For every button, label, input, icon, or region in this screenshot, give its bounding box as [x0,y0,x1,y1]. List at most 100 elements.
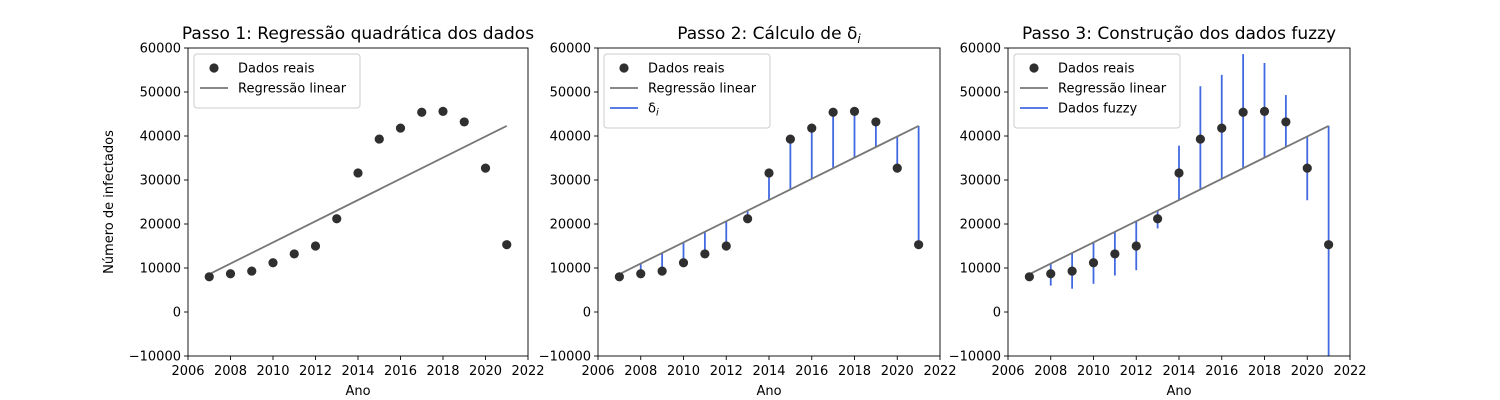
x-tick-label: 2020 [469,364,502,379]
x-tick-label: 2010 [667,364,700,379]
legend-label: Regressão linear [1058,82,1167,97]
data-point [657,266,667,276]
x-tick-label: 2016 [795,364,828,379]
plot-area [1024,54,1334,356]
y-tick-label: 40000 [550,130,591,145]
regression-line [618,125,920,275]
data-point [204,272,214,282]
x-tick-label: 2012 [299,364,332,379]
x-tick-label: 2022 [1333,364,1366,379]
data-point [225,269,236,279]
data-point [614,272,624,282]
data-point [1302,163,1312,173]
legend-label-text: Dados reais [238,62,315,77]
y-tick-label: 0 [993,306,1001,321]
data-point [502,240,512,250]
legend-box [1013,53,1181,129]
x-tick-label: 2012 [710,364,743,379]
legend-label: Dados fuzzy [1058,102,1138,117]
data-point [480,163,491,173]
y-tick-label: 10000 [140,262,181,277]
y-tick-label: 40000 [140,130,181,145]
data-point [1259,106,1270,116]
chart-title-subscript: i [857,32,861,46]
legend: Dados reais Regressão linear Dados fuzzy [1013,53,1181,129]
data-point [1281,117,1291,127]
y-tick-label: 30000 [960,174,1001,189]
data-point [438,106,448,116]
regression-line [1028,125,1330,275]
x-axis-title: Ano [345,384,370,399]
y-tick-label: 10000 [960,262,1001,277]
chart-title: Passo 1: Regressão quadrática dos dados [182,24,534,44]
x-tick-label: 2006 [171,364,204,379]
data-point [1238,107,1248,117]
data-point [1174,168,1184,178]
x-tick-label: 2014 [752,364,785,379]
y-tick-label: 60000 [140,42,181,57]
y-tick-label: 60000 [550,42,591,57]
y-tick-label: 20000 [960,218,1001,233]
x-axis-title: Ano [756,384,781,399]
data-point [1024,272,1034,282]
data-point [828,107,838,117]
x-tick-label: 2014 [341,364,374,379]
x-tick-label: 2018 [426,364,459,379]
y-tick-label: 40000 [960,130,1001,145]
legend: Dados reais Regressão linear δi [603,53,771,129]
data-point [914,240,924,250]
y-tick-label: −10000 [129,350,181,365]
chart-title-text: Passo 2: Cálculo de δ [677,24,857,44]
legend-label: Regressão linear [238,82,347,97]
x-tick-label: 2014 [1162,364,1195,379]
x-tick-label: 2020 [1291,364,1324,379]
data-point [1067,266,1077,276]
legend-label-text: Regressão linear [238,82,347,97]
x-axis-title: Ano [1166,384,1191,399]
data-point [353,168,363,178]
x-tick-label: 2010 [256,364,289,379]
data-point [1131,241,1141,251]
y-tick-label: 60000 [960,42,1001,57]
data-point [700,249,710,259]
x-tick-label: 2016 [1205,364,1238,379]
y-tick-label: 0 [583,306,591,321]
data-point [459,117,469,127]
chart-title-text: Passo 1: Regressão quadrática dos dados [182,24,534,44]
data-point [247,266,257,276]
data-point [1088,258,1099,268]
legend-label: δi [648,102,659,119]
y-tick-label: 50000 [550,86,591,101]
data-point [417,107,427,117]
legend-label-text: δ [648,102,656,117]
data-point [743,214,753,224]
x-tick-label: 2006 [991,364,1024,379]
data-point [374,134,384,144]
x-tick-label: 2008 [1034,364,1067,379]
data-point [849,106,860,116]
data-point [892,163,902,173]
y-tick-label: −10000 [949,350,1001,365]
x-tick-label: 2022 [923,364,956,379]
legend-label: Dados reais [648,62,725,77]
x-tick-label: 2010 [1077,364,1110,379]
data-point [332,214,342,224]
data-point [1046,269,1056,279]
legend-box [193,53,361,109]
x-tick-label: 2018 [1248,364,1281,379]
plot-frame [1007,47,1351,357]
x-tick-label: 2018 [838,364,871,379]
legend-label-text: Dados reais [648,62,725,77]
data-point [678,258,689,268]
data-point [1110,249,1120,259]
legend-label-text: Dados fuzzy [1058,102,1138,117]
legend-label-subscript: i [656,108,659,119]
chart-title-text: Passo 3: Construção dos dados fuzzy [1022,24,1336,44]
chart-panel-1: Passo 1: Regressão quadrática dos dados 2… [129,24,545,399]
data-point [310,241,321,251]
y-tick-label: −10000 [539,350,591,365]
x-tick-label: 2022 [511,364,544,379]
data-point [764,168,774,178]
y-axis-title: Número de infectados [102,130,117,274]
